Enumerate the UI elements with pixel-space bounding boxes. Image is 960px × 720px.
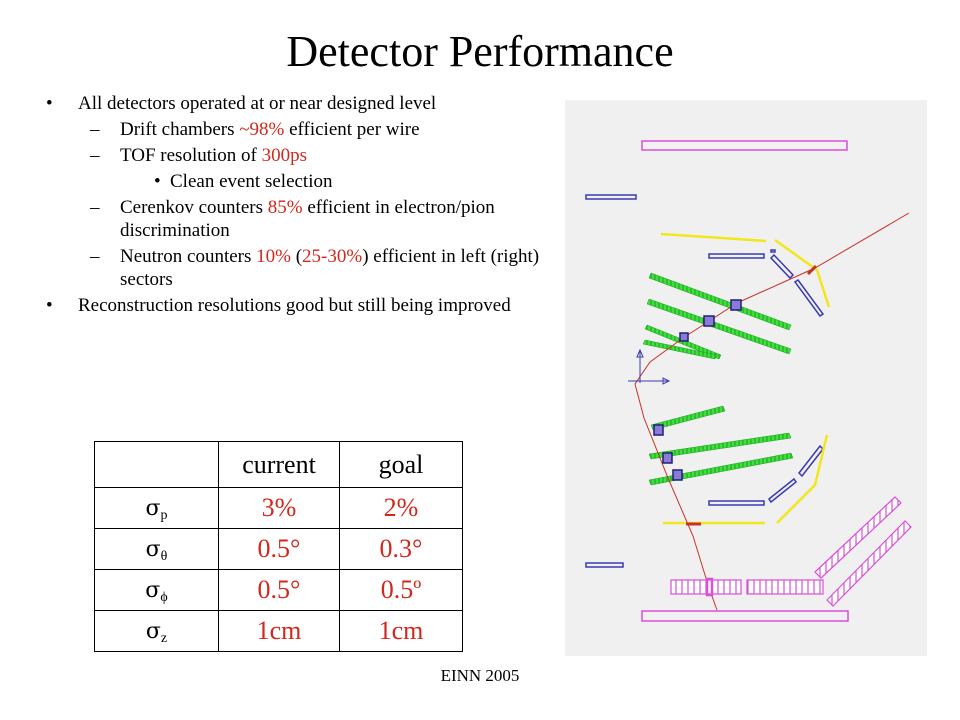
dash-icon: – [90,246,100,267]
row-label: σθ [94,528,219,570]
table-row: σθ 0.5° 0.3° [94,528,463,570]
particle-track [634,212,910,611]
table-corner-cell [94,441,219,488]
sigma-symbol: σ [145,619,161,644]
subscript: z [160,631,168,646]
goal-value: 0.3° [339,528,463,570]
slide-title: Detector Performance [286,27,674,76]
sigma-symbol: σ [145,496,161,521]
neutron-suffix: ) efficient in left (right) sectors [120,246,540,290]
sub-bullet-drift: – Drift chambers ~98% efficient per wire [46,118,546,141]
sub-bullet-cerenkov: – Cerenkov counters 85% efficient in ele… [46,196,546,242]
current-value: 0.5° [218,569,340,611]
table-row: σp 3% 2% [94,487,463,529]
highlighted-counter [705,577,714,597]
green-calorimeter [642,272,794,486]
neutron-label: Neutron counters [120,246,257,267]
magenta-counters [641,140,849,622]
goal-value: 1cm [339,610,463,652]
subscript: θ [160,549,168,564]
cerenkov-value: 85% [267,197,303,218]
detector-event-display [565,100,927,656]
yellow-counters [660,232,831,525]
bullet-dot-icon: • [154,171,161,192]
footer-text: EINN 2005 [440,666,520,685]
table-row: σz 1cm 1cm [94,610,463,652]
neutron-value-left: 10% [256,246,291,267]
drift-value: ~98% [239,119,285,140]
table-header-row: current goal [94,441,463,488]
drift-suffix: efficient per wire [284,119,420,140]
bullet-list: • All detectors operated at or near desi… [46,92,546,320]
row-label: σϕ [94,569,219,611]
hit-boxes [653,299,742,481]
neutron-paren: ( [290,246,303,267]
dash-icon: – [90,197,100,218]
subscript: ϕ [160,590,168,605]
subscript: p [160,508,168,523]
sigma-symbol: σ [145,537,161,562]
resolution-table: current goal σp 3% 2% σθ 0.5° 0.3° σϕ 0.… [94,441,463,652]
current-value: 1cm [218,610,340,652]
cerenkov-suffix: efficient in electron/pion discriminatio… [120,197,495,241]
row-label: σz [94,610,219,652]
tof-label: TOF resolution of [120,145,262,166]
magenta-hatched-counters [670,496,912,607]
header-goal: goal [339,441,463,488]
cerenkov-label: Cerenkov counters [120,197,268,218]
axis-marker-icon [628,348,671,385]
blue-chambers [585,194,825,568]
table-row: σϕ 0.5° 0.5º [94,569,463,611]
dash-icon: – [90,119,100,140]
bullet-reconstruction: • Reconstruction resolutions good but st… [46,294,546,317]
display-background [565,100,927,656]
goal-value: 0.5º [339,569,463,611]
header-current: current [218,441,340,488]
bullet-detectors: • All detectors operated at or near desi… [46,92,546,115]
sigma-symbol: σ [145,578,161,603]
tof-value: 300ps [261,145,308,166]
bullet-dot-icon: • [46,295,53,316]
sub-bullet-tof: – TOF resolution of 300ps [46,144,546,167]
goal-value: 2% [339,487,463,529]
sub-sub-bullet-clean: • Clean event selection [46,170,546,193]
sub-bullet-neutron: – Neutron counters 10% (25-30%) efficien… [46,245,546,291]
track-hit-markers [686,264,818,526]
bullet-text: Reconstruction resolutions good but stil… [78,295,511,316]
bullet-text: All detectors operated at or near design… [78,93,437,114]
drift-label: Drift chambers [120,119,240,140]
neutron-value-right: 25-30% [302,246,363,267]
dash-icon: – [90,145,100,166]
current-value: 0.5° [218,528,340,570]
row-label: σp [94,487,219,529]
current-value: 3% [218,487,340,529]
clean-text: Clean event selection [170,171,333,192]
bullet-dot-icon: • [46,93,53,114]
